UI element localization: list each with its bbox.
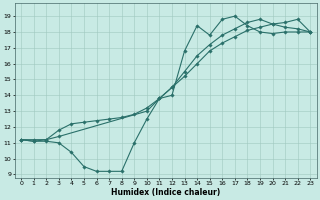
X-axis label: Humidex (Indice chaleur): Humidex (Indice chaleur) bbox=[111, 188, 220, 197]
